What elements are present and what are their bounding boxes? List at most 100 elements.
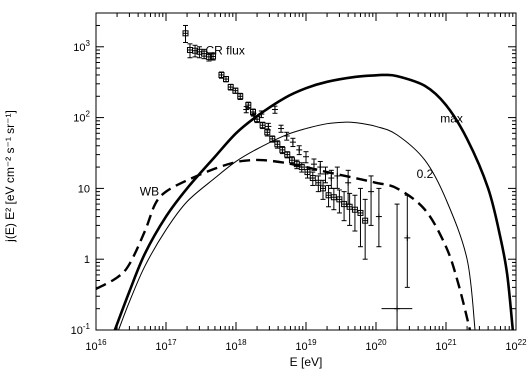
tick-marks	[95, 12, 517, 331]
cr-boxed-point-17	[269, 135, 276, 143]
annotation-3: WB	[140, 184, 159, 198]
y-tick-label-4: 103	[73, 39, 90, 54]
series-layer	[96, 73, 515, 330]
x-tick-label-5-exp: 21	[448, 338, 457, 347]
cr-cross-point-9	[303, 151, 309, 164]
x-tick-label-2-base: 10	[225, 341, 237, 353]
cr-cross-point-16	[368, 175, 375, 226]
x-tick-label-6-exp: 22	[518, 338, 527, 347]
cr-flux-points	[182, 24, 413, 330]
x-tick-label-0-base: 10	[85, 341, 97, 353]
annotation-2: 0.2	[417, 167, 434, 181]
annotation-1: max	[440, 112, 463, 126]
x-axis-label: E [eV]	[290, 355, 323, 369]
x-tick-label-3: 1019	[295, 338, 317, 353]
cr-cross-point-18	[381, 203, 413, 330]
cr-boxed-point-26	[315, 175, 322, 193]
cr-boxed-point-11	[237, 92, 244, 101]
cr-boxed-point-13	[250, 108, 257, 116]
cr-boxed-point-9	[227, 83, 234, 91]
cr-boxed-point-24	[304, 166, 311, 179]
cr-cross-point-11	[317, 160, 324, 175]
cr-boxed-point-6	[210, 52, 217, 61]
y-tick-label-3-exp: 2	[86, 110, 91, 119]
cr-cross-point-13	[328, 169, 335, 189]
x-tick-label-4: 1020	[365, 338, 387, 353]
cr-cross-point-3	[265, 122, 272, 131]
cr-boxed-point-29	[330, 187, 337, 211]
plot-frame	[95, 12, 517, 331]
cr-boxed-point-30	[336, 189, 343, 214]
cr-boxed-point-4	[201, 48, 208, 60]
cr-cross-point-5	[278, 124, 285, 133]
cr-boxed-point-27	[320, 179, 327, 200]
y-tick-label-0: 10-1	[71, 322, 91, 337]
cr-boxed-point-31	[341, 191, 348, 222]
cr-boxed-point-0	[182, 24, 189, 43]
x-tick-label-5: 1021	[435, 338, 457, 353]
series-0-curve	[113, 73, 515, 330]
x-tick-label-2: 1018	[225, 338, 247, 353]
y-tick-label-3: 102	[73, 110, 90, 125]
cr-boxed-point-21	[288, 156, 295, 165]
annotation-0: CR flux	[205, 43, 244, 57]
x-tick-label-1: 1017	[155, 338, 177, 353]
annotations: CR flux max 0.2 WB	[140, 43, 463, 198]
cr-cross-point-10	[310, 158, 317, 171]
cr-boxed-point-34	[357, 187, 364, 248]
cr-boxed-point-25	[309, 171, 316, 186]
cr-boxed-point-18	[274, 140, 281, 149]
series-1-curve	[118, 121, 476, 330]
x-tick-label-5-base: 10	[435, 341, 447, 353]
cr-cross-point-19	[404, 194, 411, 288]
series-2-curve	[96, 158, 472, 330]
y-tick-label-0-exp: -1	[83, 322, 91, 331]
cr-cross-point-2	[258, 110, 265, 119]
x-tick-label-4-base: 10	[365, 341, 377, 353]
cr-boxed-point-35	[362, 198, 369, 260]
y-axis-label: j(E) E² [eV cm⁻² s⁻¹ sr⁻¹]	[3, 110, 17, 243]
y-tick-label-4-base: 10	[73, 42, 85, 54]
y-tick-label-1: 1	[84, 254, 90, 266]
x-tick-label-4-exp: 20	[378, 338, 387, 347]
y-tick-label-3-base: 10	[73, 113, 85, 125]
y-tick-label-0-base: 10	[71, 325, 83, 337]
cr-boxed-point-7	[218, 71, 225, 79]
y-tick-label-1-base: 1	[84, 254, 90, 266]
x-tick-label-3-exp: 19	[308, 338, 317, 347]
y-tick-label-2-base: 10	[78, 183, 90, 195]
cr-boxed-point-1	[186, 43, 193, 59]
x-tick-label-1-base: 10	[155, 341, 167, 353]
x-tick-label-6: 1022	[505, 338, 527, 353]
cr-boxed-point-19	[279, 146, 286, 155]
cr-boxed-point-23	[298, 162, 305, 173]
cr-cross-point-17	[375, 187, 382, 248]
cr-cross-point-14	[334, 166, 341, 189]
cr-cross-point-7	[289, 137, 296, 148]
cr-boxed-point-10	[232, 87, 239, 94]
cr-cross-point-8	[296, 145, 303, 156]
y-tick-label-4-exp: 3	[86, 39, 91, 48]
x-tick-label-3-base: 10	[295, 341, 307, 353]
cr-cross-point-0	[243, 106, 250, 114]
cr-boxed-point-33	[351, 194, 358, 232]
cr-cross-point-1	[250, 112, 257, 120]
y-tick-label-2: 10	[78, 183, 90, 195]
cr-boxed-point-22	[293, 159, 300, 170]
cr-cross-point-12	[322, 166, 329, 184]
cr-boxed-point-20	[284, 151, 291, 159]
cr-cross-point-6	[283, 131, 290, 141]
x-tick-label-1-exp: 17	[168, 338, 177, 347]
x-tick-label-2-exp: 18	[238, 338, 247, 347]
cr-boxed-point-15	[259, 121, 266, 130]
x-tick-label-6-base: 10	[505, 341, 517, 353]
x-tick-label-0-exp: 16	[98, 338, 107, 347]
x-tick-label-0: 1016	[85, 338, 107, 353]
cr-cross-point-4	[271, 105, 278, 114]
x-tick-labels: 1016 1017 1018 1019 1020 1021 1022	[85, 338, 527, 353]
cr-boxed-point-8	[223, 76, 230, 83]
cr-boxed-point-2	[192, 44, 199, 58]
cr-cross-point-15	[345, 169, 352, 205]
